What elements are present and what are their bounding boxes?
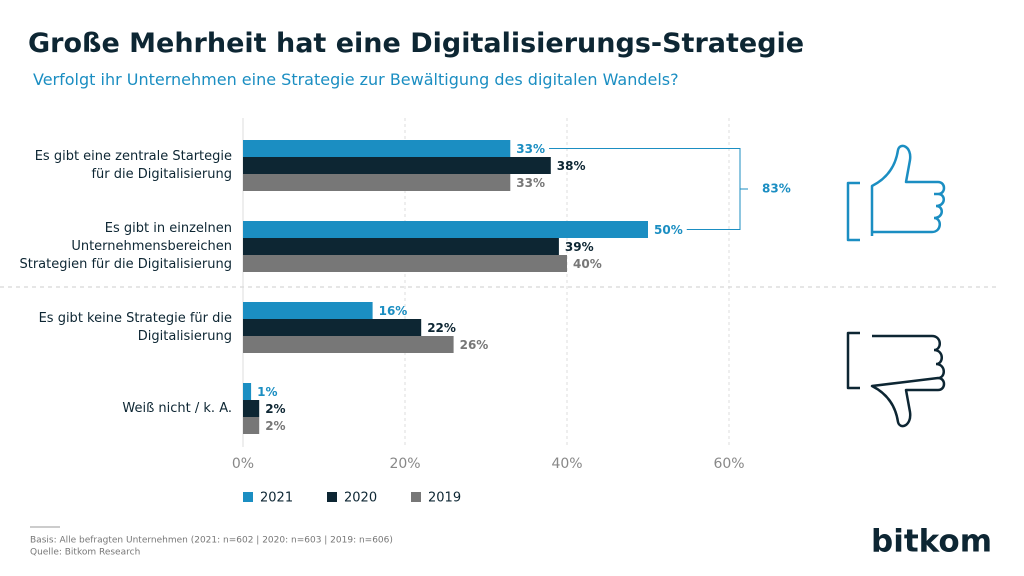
- value-label: 33%: [516, 176, 545, 190]
- bar: [243, 238, 559, 255]
- annotation-label: 83%: [762, 182, 791, 196]
- bar: [243, 174, 511, 191]
- chart-subtitle: Verfolgt ihr Unternehmen eine Strategie …: [33, 70, 679, 89]
- thumbs-down-icon: [846, 331, 946, 428]
- legend-swatch: [411, 492, 421, 502]
- value-label: 2%: [265, 419, 285, 433]
- x-tick-label: 40%: [551, 456, 582, 472]
- category-label: Weiß nicht / k. A.: [122, 400, 232, 416]
- legend-swatch: [243, 492, 253, 502]
- legend-swatch: [327, 492, 337, 502]
- bar: [243, 302, 373, 319]
- value-label: 26%: [460, 338, 489, 352]
- x-tick-label: 60%: [713, 456, 744, 472]
- bar: [243, 383, 252, 400]
- x-tick-label: 0%: [232, 456, 254, 472]
- footnote: Basis: Alle befragten Unternehmen (2021:…: [30, 536, 393, 546]
- bar: [243, 417, 260, 434]
- x-tick-label: 20%: [389, 456, 420, 472]
- thumbs-up-icon: [846, 144, 946, 242]
- value-label: 33%: [516, 142, 545, 156]
- chart-title: Große Mehrheit hat eine Digitalisierungs…: [28, 28, 805, 59]
- category-label: Es gibt keine Strategie für die Digitali…: [38, 310, 232, 344]
- legend-label: 2019: [428, 491, 461, 506]
- value-label: 2%: [265, 402, 285, 416]
- legend-label: 2021: [260, 491, 293, 506]
- footnote: Quelle: Bitkom Research: [30, 548, 140, 558]
- bar: [243, 221, 648, 238]
- value-label: 1%: [257, 385, 277, 399]
- category-label: Es gibt in einzelnen Unternehmensbereich…: [19, 220, 232, 272]
- legend-label: 2020: [344, 491, 377, 506]
- value-label: 16%: [379, 304, 408, 318]
- bar: [243, 157, 551, 174]
- value-label: 40%: [573, 257, 602, 271]
- value-label: 22%: [427, 321, 456, 335]
- bar: [243, 400, 260, 417]
- bar: [243, 255, 567, 272]
- bar: [243, 140, 511, 157]
- logo: bitkom: [871, 524, 992, 560]
- value-label: 50%: [654, 223, 683, 237]
- bar: [243, 336, 454, 353]
- value-label: 39%: [565, 240, 594, 254]
- annotation-bracket: [549, 148, 748, 230]
- category-label: Es gibt eine zentrale Startegie für die …: [34, 148, 232, 182]
- value-label: 38%: [557, 159, 586, 173]
- bar: [243, 319, 422, 336]
